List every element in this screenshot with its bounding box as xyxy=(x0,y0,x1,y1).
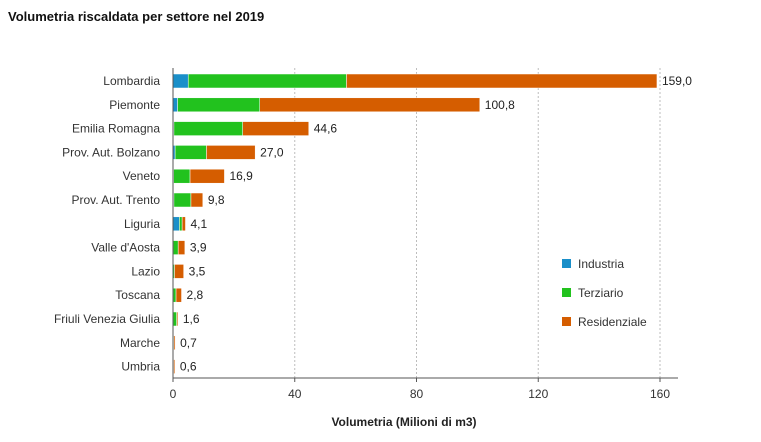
x-tick-label: 120 xyxy=(528,387,548,401)
axes: 0 40 80 120 160 xyxy=(170,68,678,401)
category-label: Toscana xyxy=(115,288,160,302)
bar-segment-terziario xyxy=(173,168,191,184)
bar-segment-residenziale xyxy=(176,311,179,327)
category-label: Marche xyxy=(120,336,160,350)
data-label: 2,8 xyxy=(187,288,204,302)
legend-swatch-terziario xyxy=(562,288,571,297)
bar-segment-terziario xyxy=(187,73,347,89)
legend: Industria Terziario Residenziale xyxy=(562,257,647,329)
data-label: 44,6 xyxy=(314,122,338,136)
category-label: Liguria xyxy=(124,217,160,231)
bar-segment-terziario xyxy=(173,287,177,303)
bar-segment-terziario xyxy=(174,145,207,160)
bar-segment-residenziale xyxy=(189,168,225,184)
data-label: 4,1 xyxy=(190,217,207,231)
category-label: Veneto xyxy=(123,169,161,183)
category-label: Valle d'Aosta xyxy=(91,241,160,255)
chart-title: Volumetria riscaldata per settore nel 20… xyxy=(8,9,265,24)
bar-segment-industria xyxy=(172,73,189,89)
x-tick-label: 160 xyxy=(650,387,670,401)
category-label: Emilia Romagna xyxy=(72,122,160,136)
data-label: 3,5 xyxy=(189,264,206,278)
bar-segment-terziario xyxy=(173,311,177,327)
data-label: 27,0 xyxy=(260,145,284,159)
legend-label: Residenziale xyxy=(578,315,647,329)
x-tick-label: 40 xyxy=(288,387,302,401)
category-label: Piemonte xyxy=(109,98,160,112)
data-label: 100,8 xyxy=(485,98,515,112)
bar-segment-residenziale xyxy=(206,145,256,160)
data-label: 3,9 xyxy=(190,241,207,255)
bar-segment-residenziale xyxy=(190,192,204,208)
bar-segment-industria xyxy=(172,97,178,113)
data-label: 0,6 xyxy=(180,360,197,374)
category-label: Umbria xyxy=(121,360,160,374)
bar-segment-residenziale xyxy=(173,335,176,351)
x-axis-label: Volumetria (Milioni di m3) xyxy=(331,415,476,429)
category-label: Lombardia xyxy=(103,74,160,88)
category-label: Prov. Aut. Bolzano xyxy=(62,145,160,159)
bar-segment-terziario xyxy=(173,121,243,136)
data-label: 159,0 xyxy=(662,74,692,88)
bar-segment-residenziale xyxy=(346,73,658,89)
x-tick-label: 0 xyxy=(170,387,177,401)
bar-segment-residenziale xyxy=(177,240,186,255)
bar-segment-residenziale xyxy=(174,264,184,279)
data-label: 9,8 xyxy=(208,193,225,207)
category-label: Friuli Venezia Giulia xyxy=(54,312,160,326)
legend-label: Terziario xyxy=(578,286,624,300)
bar-segment-terziario xyxy=(179,216,183,232)
category-label: Prov. Aut. Trento xyxy=(72,193,161,207)
data-label: 1,6 xyxy=(183,312,200,326)
bar-segment-terziario xyxy=(173,240,179,255)
legend-swatch-industria xyxy=(562,259,571,268)
legend-label: Industria xyxy=(578,257,624,271)
legend-swatch-residenziale xyxy=(562,317,571,326)
grid-lines xyxy=(294,68,661,378)
bar-segment-residenziale xyxy=(175,287,182,303)
bar-segment-terziario xyxy=(177,97,260,113)
bar-segment-residenziale xyxy=(181,216,186,232)
bar-segment-terziario xyxy=(173,192,192,208)
bar-segment-residenziale xyxy=(259,97,481,113)
bar-segment-industria xyxy=(172,216,180,232)
x-tick-label: 80 xyxy=(410,387,424,401)
bars xyxy=(172,73,658,374)
bar-segment-residenziale xyxy=(173,359,176,374)
category-label: Lazio xyxy=(131,264,160,278)
bar-segment-residenziale xyxy=(242,121,310,136)
data-label: 16,9 xyxy=(229,169,253,183)
data-label: 0,7 xyxy=(180,336,197,350)
labels: Lombardia 159,0 Piemonte 100,8 Emilia Romagn… xyxy=(54,74,692,374)
